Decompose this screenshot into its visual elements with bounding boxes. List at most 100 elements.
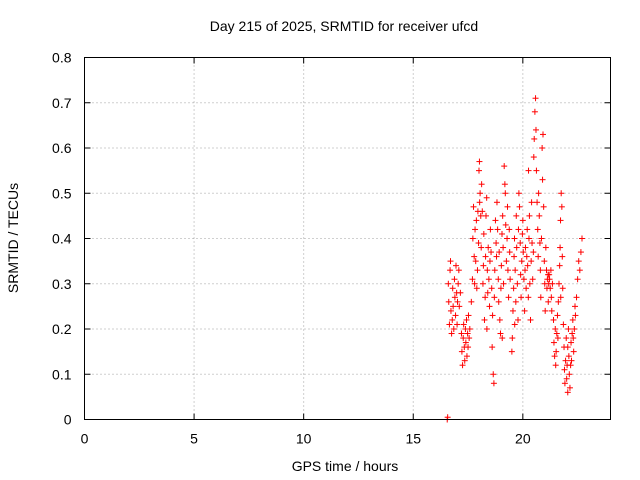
data-point — [576, 267, 583, 274]
data-point — [557, 294, 564, 301]
data-point — [531, 135, 538, 142]
data-point — [550, 339, 557, 346]
data-point — [511, 321, 518, 328]
data-point — [564, 344, 571, 351]
data-point — [534, 226, 541, 233]
data-points — [444, 95, 586, 423]
data-point — [507, 276, 514, 283]
data-point — [531, 108, 538, 115]
data-point — [491, 267, 498, 274]
data-point — [455, 280, 462, 287]
data-point — [518, 294, 525, 301]
data-point — [491, 294, 498, 301]
data-point — [484, 289, 491, 296]
data-point — [445, 280, 452, 287]
data-point — [466, 335, 473, 342]
data-point — [564, 389, 571, 396]
data-point — [553, 348, 560, 355]
data-point — [505, 294, 512, 301]
data-point — [523, 253, 530, 260]
data-point — [552, 362, 559, 369]
data-point — [561, 380, 568, 387]
data-point — [554, 335, 561, 342]
data-point — [475, 240, 482, 247]
data-point — [530, 249, 537, 256]
data-point — [472, 258, 479, 265]
data-point — [566, 371, 573, 378]
data-point — [465, 344, 472, 351]
data-point — [489, 312, 496, 319]
data-point — [573, 294, 580, 301]
data-point — [557, 244, 564, 251]
data-point — [548, 294, 555, 301]
y-tick-label: 0.5 — [52, 185, 72, 201]
data-point — [481, 316, 488, 323]
grid-lines — [84, 57, 611, 420]
data-point — [554, 312, 561, 319]
data-point — [459, 362, 466, 369]
data-point — [474, 267, 481, 274]
data-point — [492, 217, 499, 224]
data-point — [539, 176, 546, 183]
data-point — [490, 380, 497, 387]
data-point — [478, 244, 485, 251]
y-tick-label: 0.8 — [52, 50, 72, 66]
x-tick-label: 0 — [81, 431, 89, 447]
data-point — [454, 298, 461, 305]
data-point — [522, 267, 529, 274]
data-point — [460, 321, 467, 328]
data-point — [524, 262, 531, 269]
data-point — [476, 167, 482, 174]
data-point — [503, 258, 510, 265]
data-point — [497, 285, 504, 292]
data-point — [546, 276, 553, 283]
data-point — [525, 235, 532, 242]
data-point — [520, 249, 527, 256]
data-point — [558, 203, 565, 210]
data-point — [567, 362, 574, 369]
data-point — [451, 276, 458, 283]
data-point — [553, 330, 560, 337]
data-point — [484, 267, 491, 274]
data-point — [548, 307, 555, 314]
data-point — [541, 258, 548, 265]
data-point — [508, 348, 515, 355]
data-point — [479, 208, 486, 215]
data-point — [490, 371, 497, 378]
data-point — [555, 280, 562, 287]
data-point — [516, 203, 523, 210]
plot-frame — [84, 57, 611, 420]
data-point — [480, 230, 487, 237]
data-point — [471, 253, 478, 260]
data-point — [529, 240, 536, 247]
data-point — [476, 199, 483, 206]
data-point — [501, 163, 508, 170]
data-point — [527, 316, 534, 323]
data-point — [477, 212, 484, 219]
data-point — [483, 326, 490, 332]
data-point — [555, 298, 562, 305]
data-point — [568, 339, 575, 346]
data-point — [506, 249, 513, 256]
data-point — [463, 353, 470, 360]
data-point — [500, 244, 507, 251]
x-tick-label: 5 — [190, 431, 198, 447]
data-point — [448, 330, 455, 337]
axis-ticks — [84, 57, 611, 420]
data-point — [456, 303, 463, 310]
data-point — [500, 280, 507, 287]
data-point — [563, 375, 570, 382]
data-point — [569, 316, 576, 323]
data-point — [509, 307, 516, 314]
data-point — [532, 126, 539, 133]
data-point — [518, 258, 525, 265]
data-point — [562, 357, 569, 364]
data-point — [462, 339, 469, 346]
data-point — [493, 240, 500, 247]
data-point — [512, 267, 519, 274]
data-point — [547, 285, 554, 292]
data-point — [471, 280, 478, 287]
tick-labels: 0 0.1 0.2 0.3 0.4 0.5 0.6 0.7 0.8 0 5 10 15 20 — [52, 50, 531, 447]
